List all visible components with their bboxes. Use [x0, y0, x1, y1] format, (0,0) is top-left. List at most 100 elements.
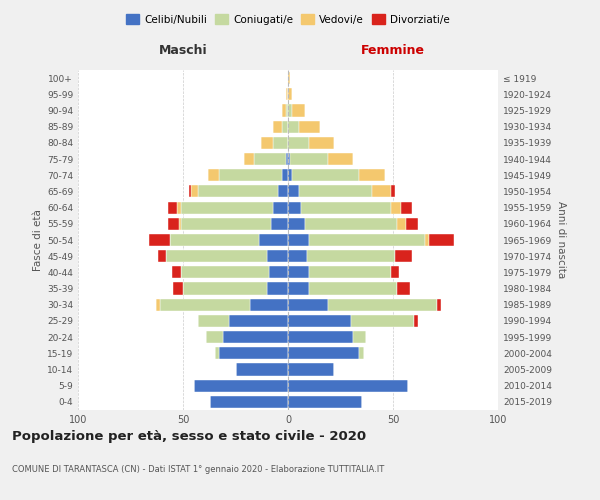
- Bar: [301, 202, 391, 213]
- Bar: [183, 282, 267, 294]
- Bar: [395, 250, 412, 262]
- Bar: [406, 218, 418, 230]
- Bar: [309, 266, 391, 278]
- Bar: [328, 153, 353, 165]
- Bar: [288, 250, 307, 262]
- Bar: [282, 169, 288, 181]
- Bar: [372, 186, 391, 198]
- Text: Popolazione per età, sesso e stato civile - 2020: Popolazione per età, sesso e stato civil…: [12, 430, 366, 443]
- Bar: [166, 250, 267, 262]
- Bar: [288, 364, 334, 376]
- Bar: [391, 202, 401, 213]
- Bar: [353, 331, 366, 343]
- Bar: [250, 298, 288, 311]
- Bar: [206, 331, 223, 343]
- Bar: [274, 137, 288, 149]
- Bar: [282, 104, 286, 117]
- Bar: [288, 218, 305, 230]
- Bar: [288, 202, 301, 213]
- Bar: [429, 234, 454, 246]
- Bar: [282, 120, 288, 132]
- Bar: [190, 186, 191, 198]
- Bar: [288, 169, 292, 181]
- Bar: [414, 315, 418, 327]
- Bar: [288, 137, 309, 149]
- Bar: [156, 298, 160, 311]
- Bar: [292, 169, 359, 181]
- Text: COMUNE DI TARANTASCA (CN) - Dati ISTAT 1° gennaio 2020 - Elaborazione TUTTITALIA: COMUNE DI TARANTASCA (CN) - Dati ISTAT 1…: [12, 465, 384, 474]
- Bar: [288, 331, 353, 343]
- Bar: [351, 315, 414, 327]
- Bar: [288, 266, 309, 278]
- Bar: [218, 169, 282, 181]
- Bar: [158, 250, 166, 262]
- Bar: [359, 348, 364, 360]
- Bar: [173, 282, 183, 294]
- Bar: [288, 153, 290, 165]
- Bar: [309, 282, 397, 294]
- Bar: [286, 153, 288, 165]
- Bar: [288, 380, 408, 392]
- Bar: [271, 218, 288, 230]
- Bar: [168, 202, 176, 213]
- Bar: [176, 202, 181, 213]
- Bar: [208, 169, 218, 181]
- Bar: [288, 298, 328, 311]
- Bar: [288, 348, 359, 360]
- Bar: [328, 298, 437, 311]
- Bar: [170, 234, 259, 246]
- Bar: [181, 218, 271, 230]
- Bar: [286, 88, 288, 101]
- Bar: [269, 266, 288, 278]
- Bar: [391, 266, 400, 278]
- Bar: [277, 186, 288, 198]
- Bar: [307, 250, 395, 262]
- Text: Maschi: Maschi: [158, 44, 208, 57]
- Bar: [235, 364, 288, 376]
- Bar: [288, 186, 299, 198]
- Bar: [288, 315, 351, 327]
- Bar: [267, 282, 288, 294]
- Bar: [181, 266, 269, 278]
- Bar: [286, 104, 288, 117]
- Legend: Celibi/Nubili, Coniugati/e, Vedovi/e, Divorziati/e: Celibi/Nubili, Coniugati/e, Vedovi/e, Di…: [122, 10, 454, 29]
- Bar: [254, 153, 286, 165]
- Bar: [181, 202, 274, 213]
- Bar: [288, 88, 292, 101]
- Bar: [288, 72, 290, 84]
- Bar: [397, 218, 406, 230]
- Bar: [292, 104, 305, 117]
- Bar: [288, 104, 292, 117]
- Bar: [401, 202, 412, 213]
- Bar: [229, 315, 288, 327]
- Bar: [290, 153, 328, 165]
- Bar: [288, 120, 299, 132]
- Bar: [397, 282, 410, 294]
- Bar: [149, 234, 170, 246]
- Bar: [437, 298, 442, 311]
- Bar: [391, 186, 395, 198]
- Bar: [160, 298, 250, 311]
- Bar: [179, 218, 181, 230]
- Bar: [198, 315, 229, 327]
- Bar: [210, 396, 288, 408]
- Bar: [274, 202, 288, 213]
- Bar: [425, 234, 428, 246]
- Bar: [223, 331, 288, 343]
- Bar: [267, 250, 288, 262]
- Bar: [309, 234, 425, 246]
- Y-axis label: Fasce di età: Fasce di età: [33, 209, 43, 271]
- Bar: [288, 282, 309, 294]
- Bar: [299, 186, 372, 198]
- Bar: [288, 234, 309, 246]
- Bar: [359, 169, 385, 181]
- Bar: [218, 348, 288, 360]
- Bar: [168, 218, 179, 230]
- Y-axis label: Anni di nascita: Anni di nascita: [556, 202, 566, 278]
- Bar: [288, 396, 361, 408]
- Text: Femmine: Femmine: [361, 44, 425, 57]
- Bar: [191, 186, 198, 198]
- Bar: [309, 137, 334, 149]
- Bar: [173, 266, 181, 278]
- Bar: [198, 186, 277, 198]
